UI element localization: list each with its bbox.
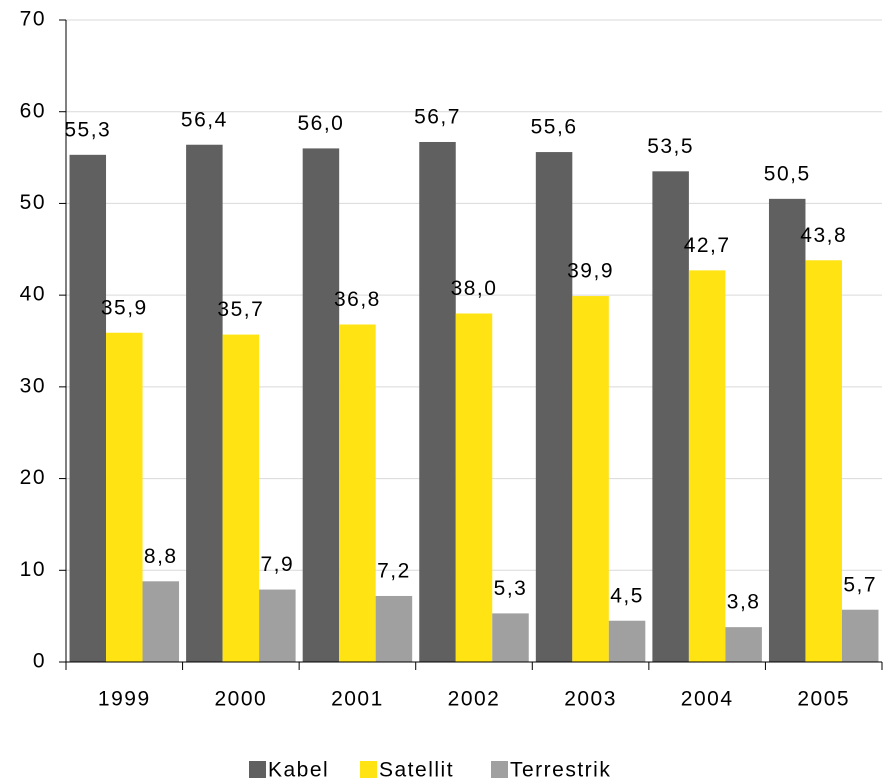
bar — [419, 141, 456, 663]
bar — [768, 198, 806, 663]
y-tick-label: 60 — [20, 99, 46, 122]
value-label: 5,3 — [494, 577, 528, 600]
y-tick-label: 10 — [20, 558, 46, 581]
value-label: 5,7 — [843, 573, 877, 596]
y-tick-label: 70 — [20, 8, 46, 31]
value-label: 8,8 — [144, 545, 178, 568]
value-label: 50,5 — [764, 162, 811, 185]
value-label: 55,3 — [64, 118, 111, 141]
value-label: 55,6 — [531, 116, 578, 139]
bar — [572, 296, 609, 662]
bar — [186, 144, 223, 662]
value-label: 35,7 — [217, 298, 264, 321]
bar — [259, 589, 296, 662]
y-tick-label: 20 — [20, 466, 46, 489]
legend-swatch — [491, 761, 508, 778]
value-label: 3,8 — [727, 591, 761, 614]
value-label: 38,0 — [451, 277, 498, 300]
value-label: 42,7 — [684, 234, 731, 257]
value-label: 35,9 — [101, 296, 148, 319]
legend-swatch — [249, 761, 266, 778]
bar — [492, 613, 529, 662]
bar — [652, 171, 689, 663]
bar — [339, 324, 376, 662]
bar — [222, 334, 260, 662]
x-tick-label: 2001 — [331, 688, 384, 711]
x-tick-label: 2005 — [797, 688, 850, 711]
y-tick-label: 30 — [20, 374, 46, 397]
bar — [69, 154, 107, 662]
value-label: 56,7 — [414, 106, 461, 129]
x-tick-label: 2000 — [214, 688, 267, 711]
value-label: 36,8 — [334, 288, 381, 311]
x-tick-label: 1999 — [98, 688, 151, 711]
y-tick-label: 50 — [20, 191, 46, 214]
y-tick-label: 0 — [33, 650, 46, 673]
bar — [805, 260, 842, 662]
bar — [455, 313, 493, 662]
bar — [608, 620, 646, 662]
bar — [688, 270, 726, 662]
bar — [106, 332, 143, 662]
bar — [302, 148, 340, 662]
value-label: 43,8 — [800, 224, 847, 247]
bar — [375, 595, 413, 662]
legend-label: Kabel — [268, 759, 329, 782]
value-label: 4,5 — [610, 584, 644, 607]
y-tick-label: 40 — [20, 283, 46, 306]
bar — [535, 152, 573, 662]
value-label: 53,5 — [647, 135, 694, 158]
bar — [725, 627, 762, 662]
value-label: 56,4 — [181, 108, 228, 131]
x-tick-label: 2003 — [564, 688, 617, 711]
x-tick-label: 2004 — [681, 688, 734, 711]
legend-label: Terrestrik — [510, 759, 611, 782]
legend-label: Satellit — [379, 759, 454, 782]
x-tick-label: 2002 — [448, 688, 501, 711]
bar — [142, 581, 180, 662]
legend-swatch — [360, 761, 377, 778]
bar — [841, 609, 879, 662]
value-label: 39,9 — [567, 260, 614, 283]
value-label: 56,0 — [297, 112, 344, 135]
value-label: 7,2 — [377, 560, 411, 583]
value-label: 7,9 — [261, 553, 295, 576]
